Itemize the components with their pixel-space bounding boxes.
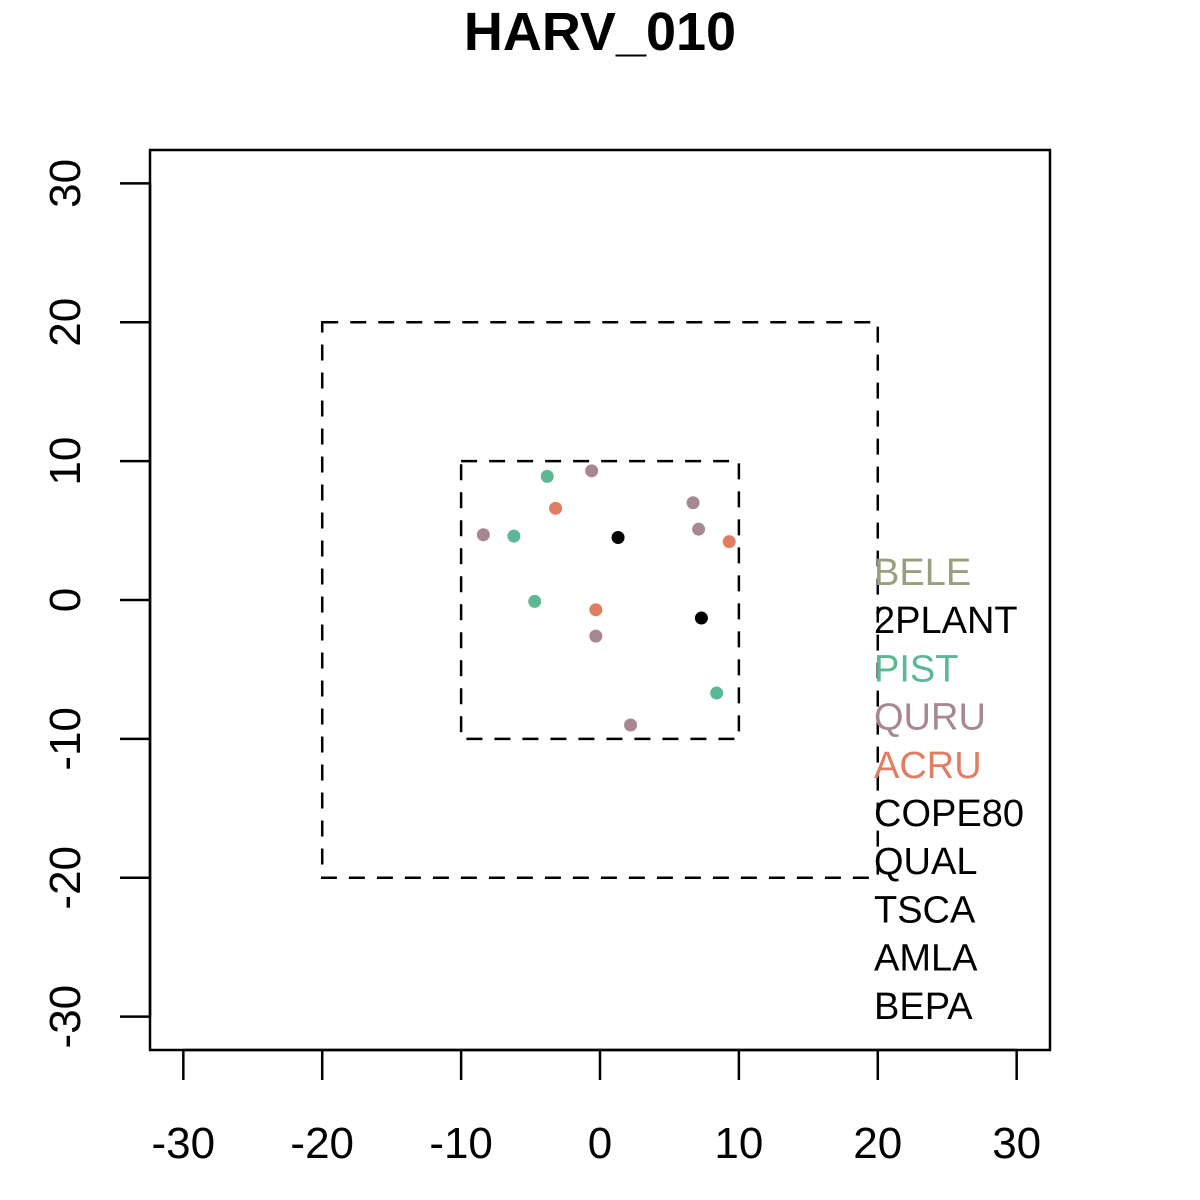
point-quru-3: [476, 528, 490, 542]
plot-boundary-0: [320, 320, 880, 880]
point-quru-4: [589, 629, 603, 643]
y-tick-label: -20: [41, 846, 90, 910]
data-points: [476, 464, 736, 732]
legend-label-2plant: 2PLANT: [874, 600, 1018, 642]
x-tick-label: -30: [152, 1119, 216, 1168]
legend-label-amla: AMLA: [874, 938, 978, 980]
y-axis: -30 -20 -10 0 10 20 30: [41, 159, 152, 1049]
point-acru-1: [722, 535, 736, 549]
point-pist-3: [710, 686, 724, 700]
legend-label-acru: ACRU: [874, 745, 982, 787]
y-tick-label: 20: [41, 298, 90, 347]
x-tick-label: 0: [588, 1119, 612, 1168]
x-tick-label: -20: [290, 1119, 354, 1168]
point-pist-0: [540, 469, 554, 483]
x-tick-label: 20: [853, 1119, 902, 1168]
point-pist-1: [507, 529, 521, 543]
point-2plant-1: [694, 611, 708, 625]
legend-label-cope80: COPE80: [874, 793, 1024, 835]
legend-label-qual: QUAL: [874, 841, 977, 883]
point-2plant-0: [611, 531, 625, 544]
chart-title: HARV_010: [464, 2, 736, 62]
legend-label-quru: QURU: [874, 697, 986, 739]
legend-label-tsca: TSCA: [874, 889, 976, 931]
point-quru-5: [624, 718, 638, 732]
legend-label-bepa: BEPA: [874, 986, 973, 1028]
legend: BELE 2PLANT PIST QURU ACRU COPE80 QUAL TSCA AMLA…: [874, 552, 1024, 1028]
x-tick-label: -10: [429, 1119, 493, 1168]
point-quru-0: [585, 464, 599, 478]
y-tick-label: 10: [41, 437, 90, 486]
x-axis: -30 -20 -10 0 10 20 30: [152, 1048, 1041, 1168]
plot-boundaries: [320, 320, 880, 880]
point-quru-2: [692, 522, 706, 536]
y-tick-label: -30: [41, 985, 90, 1049]
y-tick-label: 0: [41, 588, 90, 612]
point-acru-0: [549, 501, 563, 515]
y-tick-label: -10: [41, 707, 90, 771]
legend-label-bele: BELE: [874, 552, 971, 594]
y-tick-label: 30: [41, 159, 90, 208]
point-acru-2: [589, 603, 603, 617]
legend-label-pist: PIST: [874, 648, 958, 690]
x-tick-label: 30: [992, 1119, 1041, 1168]
x-tick-label: 10: [714, 1119, 763, 1168]
point-pist-2: [528, 594, 542, 608]
point-quru-1: [686, 496, 700, 510]
